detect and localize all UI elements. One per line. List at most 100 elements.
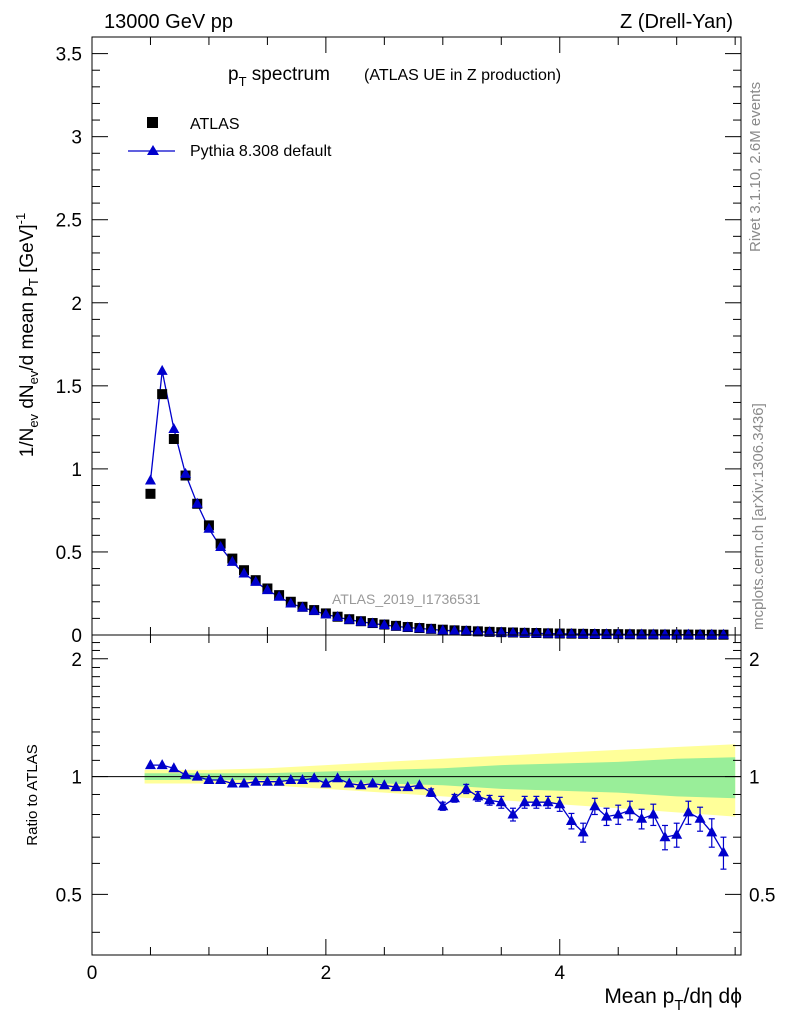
- ratio-point: [589, 800, 601, 811]
- pythia-point: [308, 604, 320, 615]
- rivet-label: Rivet 3.1.10, 2.6M events: [747, 82, 764, 252]
- pythia-point: [261, 584, 273, 595]
- pythia-point: [671, 628, 683, 639]
- pythia-point: [250, 575, 262, 586]
- ratio-point: [343, 777, 355, 788]
- ratio-point: [694, 812, 706, 823]
- pythia-point: [226, 555, 238, 566]
- ratio-point: [250, 775, 262, 786]
- pythia-point: [624, 628, 636, 639]
- pythia-point: [507, 626, 519, 637]
- ratio-point: [332, 772, 344, 783]
- ratio-point: [215, 773, 227, 784]
- main-ytick-label: 3: [71, 128, 82, 149]
- ratio-point: [507, 808, 519, 819]
- x-tick-label: 2: [321, 963, 332, 984]
- analysis-watermark: ATLAS_2019_I1736531: [332, 591, 481, 607]
- ratio-point: [519, 796, 531, 807]
- ratio-point: [203, 773, 215, 784]
- ratio-data-marks: [144, 759, 729, 870]
- atlas-point: [145, 488, 156, 499]
- pythia-point: [367, 617, 379, 628]
- ratio-point: [542, 796, 554, 807]
- ratio-point: [437, 800, 449, 811]
- pythia-point: [390, 620, 402, 631]
- ratio-frame: [91, 634, 742, 956]
- ratio-point: [355, 779, 367, 790]
- ratio-point: [659, 831, 671, 842]
- pythia-point: [296, 601, 308, 612]
- ratio-point: [565, 814, 577, 825]
- ratio-point: [261, 775, 273, 786]
- ratio-ytick-label: 2: [71, 650, 82, 671]
- pythia-point: [659, 628, 671, 639]
- ratio-point: [226, 777, 238, 788]
- ratio-ytick-label-right: 2: [749, 650, 760, 671]
- main-ytick-label: 0.5: [56, 543, 82, 564]
- ratio-point: [577, 826, 589, 837]
- pythia-point: [413, 622, 425, 633]
- process-label: Z (Drell-Yan): [620, 11, 733, 33]
- main-ytick-label: 1: [71, 460, 82, 481]
- ratio-point: [484, 794, 496, 805]
- pythia-point: [215, 540, 227, 551]
- pythia-point: [472, 625, 484, 636]
- pythia-point: [425, 623, 437, 634]
- mcplots-label: mcplots.cern.ch [arXiv:1306.3436]: [750, 403, 767, 630]
- ratio-point: [191, 770, 203, 781]
- ratio-point: [168, 762, 180, 773]
- pythia-point: [273, 590, 285, 601]
- pythia-point: [449, 624, 461, 635]
- ratio-point: [390, 781, 402, 792]
- ratio-point: [308, 772, 320, 783]
- ratio-point: [402, 781, 414, 792]
- legend-atlas-marker: [147, 117, 158, 128]
- ratio-ylabel: Ratio to ATLAS: [24, 744, 41, 845]
- legend-pythia-marker: [147, 145, 159, 155]
- title-subscript: T: [239, 74, 247, 89]
- pythia-point: [612, 628, 624, 639]
- plot-title: pT spectrum: [228, 64, 330, 89]
- ratio-point: [180, 768, 192, 779]
- pythia-point: [636, 628, 648, 639]
- main-data-marks: [144, 364, 729, 640]
- ratio-point: [530, 796, 542, 807]
- ratio-point: [671, 828, 683, 839]
- pythia-point: [180, 467, 192, 478]
- atlas-point: [157, 389, 168, 400]
- pythia-point: [203, 522, 215, 533]
- pythia-point: [343, 613, 355, 624]
- ratio-point: [378, 779, 390, 790]
- ratio-point: [285, 773, 297, 784]
- title-p: p: [228, 64, 239, 85]
- title-rest: spectrum: [247, 64, 330, 85]
- pythia-point: [156, 364, 168, 375]
- pythia-point: [320, 608, 332, 619]
- pythia-point: [717, 628, 729, 639]
- ratio-point: [413, 779, 425, 790]
- ratio-point: [717, 846, 729, 857]
- x-tick-label: 4: [554, 963, 565, 984]
- ratio-point: [706, 826, 718, 837]
- pythia-point: [191, 497, 203, 508]
- main-panel: 0 0.5 1 1.5 2 2.5 3 3.5: [56, 36, 742, 647]
- ratio-ytick-label: 1: [71, 768, 82, 789]
- ratio-point: [636, 812, 648, 823]
- energy-label: 13000 GeV pp: [104, 11, 233, 33]
- ratio-point: [273, 775, 285, 786]
- ratio-point: [449, 792, 461, 803]
- ratio-point: [624, 804, 636, 815]
- plot-subtitle: (ATLAS UE in Z production): [364, 67, 561, 84]
- pythia-point: [601, 628, 613, 639]
- pythia-point: [647, 628, 659, 639]
- main-ytick-label: 2: [71, 294, 82, 315]
- pythia-point: [484, 626, 496, 637]
- pythia-point: [332, 611, 344, 622]
- ratio-band-inner: [144, 757, 736, 799]
- ratio-point: [647, 808, 659, 819]
- ratio-point: [425, 786, 437, 797]
- ratio-point: [682, 806, 694, 817]
- ratio-point: [460, 782, 472, 793]
- atlas-point: [168, 433, 179, 444]
